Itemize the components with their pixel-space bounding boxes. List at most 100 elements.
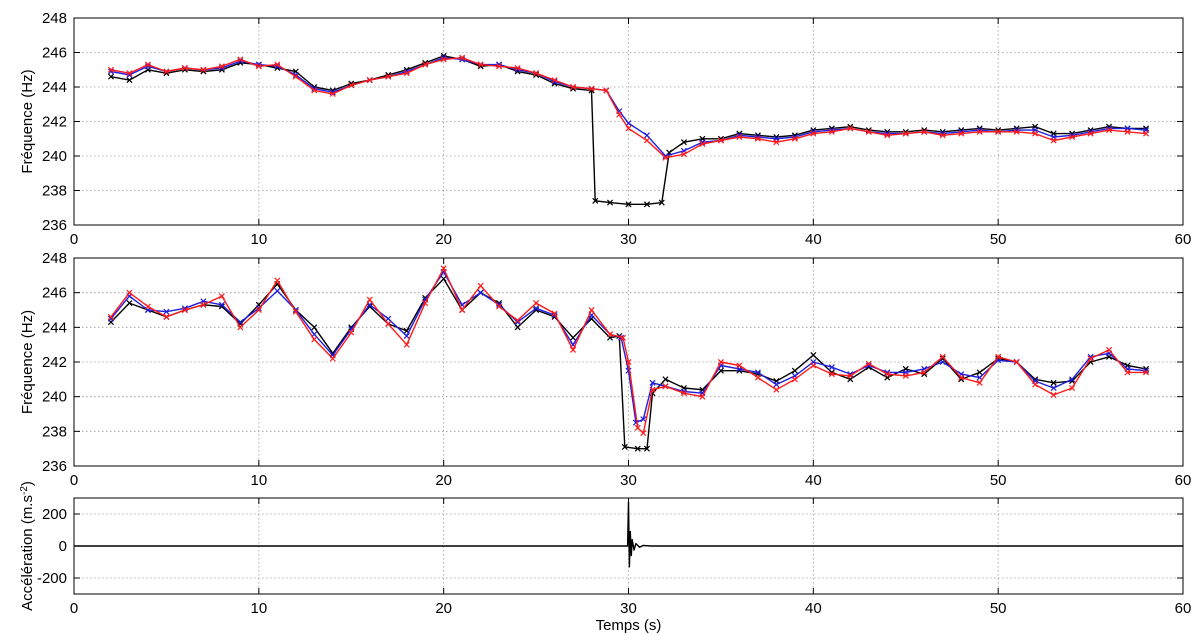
data-point-marker <box>440 265 447 272</box>
data-point-marker <box>616 111 623 118</box>
data-point-marker <box>1087 353 1094 360</box>
data-point-marker <box>828 128 835 135</box>
x-tick-label: 50 <box>990 472 1007 489</box>
y-tick-label: 236 <box>42 458 67 475</box>
data-point-marker <box>274 277 281 284</box>
data-point-marker <box>403 341 410 348</box>
data-point-marker <box>643 445 651 452</box>
y-tick-label: 238 <box>42 183 67 200</box>
y-tick-label: 246 <box>42 285 67 302</box>
data-point-marker <box>699 393 706 400</box>
data-point-marker <box>366 77 373 84</box>
data-point-marker <box>1087 355 1094 362</box>
data-point-marker <box>791 367 798 374</box>
data-point-marker <box>939 358 946 366</box>
data-point-marker <box>625 201 632 208</box>
data-point-marker <box>422 61 429 68</box>
data-point-marker <box>329 90 336 97</box>
data-point-marker <box>385 315 392 322</box>
data-point-marker <box>588 306 595 314</box>
data-point-marker <box>619 334 626 341</box>
data-point-marker <box>329 355 336 362</box>
data-point-marker <box>810 362 817 369</box>
data-point-marker <box>680 390 687 397</box>
data-point-marker <box>884 132 891 139</box>
data-point-marker <box>311 87 318 94</box>
x-tick-label: 40 <box>805 600 822 617</box>
data-point-marker <box>366 303 373 310</box>
data-point-marker <box>163 313 170 320</box>
data-point-marker <box>440 275 447 282</box>
data-point-marker <box>348 329 355 336</box>
data-point-marker <box>791 376 798 383</box>
y-axis-label: Fréquence (Hz) <box>19 310 36 414</box>
data-point-marker <box>976 379 983 386</box>
data-point-marker <box>625 358 632 366</box>
data-point-marker <box>218 293 225 300</box>
x-tick-label: 10 <box>250 231 267 248</box>
data-point-marker <box>255 63 262 70</box>
y-tick-label: -200 <box>37 570 67 587</box>
data-point-marker <box>514 317 521 324</box>
data-point-marker <box>649 386 656 393</box>
x-tick-label: 20 <box>435 600 452 617</box>
data-point-marker <box>514 324 521 331</box>
data-point-marker <box>107 315 114 322</box>
data-point-marker <box>810 352 817 359</box>
data-point-marker <box>736 362 743 369</box>
x-tick-label: 0 <box>70 600 78 617</box>
data-point-marker <box>237 56 244 63</box>
x-tick-label: 60 <box>1175 600 1192 617</box>
data-point-marker <box>1069 134 1076 141</box>
y-tick-label: 242 <box>42 114 67 131</box>
data-point-marker <box>1124 369 1131 376</box>
data-point-marker <box>847 125 854 132</box>
data-point-marker <box>403 332 410 340</box>
data-point-marker <box>958 130 965 137</box>
x-tick-label: 10 <box>250 472 267 489</box>
x-tick-label: 60 <box>1175 472 1192 489</box>
data-point-marker <box>810 130 817 137</box>
data-point-marker <box>640 416 647 423</box>
data-point-marker <box>699 140 706 147</box>
y-tick-label: 246 <box>42 45 67 62</box>
data-point-marker <box>292 308 299 315</box>
plot-panel-1: 0 10 20 30 40 50 60 236 238 240 242 244 246 248 Fréque… <box>19 10 1191 248</box>
data-point-marker <box>570 346 577 353</box>
data-point-marker <box>366 296 373 303</box>
data-point-marker <box>606 199 614 206</box>
data-point-marker <box>181 306 188 314</box>
data-point-marker <box>477 282 484 289</box>
data-point-marker <box>643 132 651 139</box>
y-tick-label: 0 <box>59 538 67 555</box>
x-tick-label: 0 <box>70 231 78 248</box>
data-point-marker <box>440 56 447 63</box>
data-point-marker <box>884 371 891 378</box>
data-point-marker <box>976 128 983 135</box>
data-point-marker <box>533 305 540 312</box>
data-point-marker <box>640 430 647 437</box>
x-tick-label: 20 <box>435 472 452 489</box>
x-tick-label: 40 <box>805 472 822 489</box>
data-point-marker <box>1106 346 1113 353</box>
y-tick-label: 248 <box>42 10 67 27</box>
data-point-marker <box>477 289 484 296</box>
series-line-3 <box>110 57 1147 159</box>
series-group <box>107 265 1150 452</box>
data-point-marker <box>791 135 798 142</box>
data-point-marker <box>126 70 133 77</box>
y-tick-label: 244 <box>42 79 67 96</box>
data-point-marker <box>237 324 244 331</box>
data-point-marker <box>603 87 610 94</box>
data-point-marker <box>621 443 628 450</box>
data-point-marker <box>514 319 521 326</box>
data-point-marker <box>1050 391 1057 398</box>
data-point-marker <box>773 386 780 393</box>
data-point-marker <box>958 374 965 381</box>
data-point-marker <box>828 364 835 371</box>
x-tick-label: 50 <box>990 600 1007 617</box>
data-point-marker <box>773 139 780 146</box>
data-point-marker <box>459 54 466 61</box>
data-point-marker <box>348 82 355 89</box>
